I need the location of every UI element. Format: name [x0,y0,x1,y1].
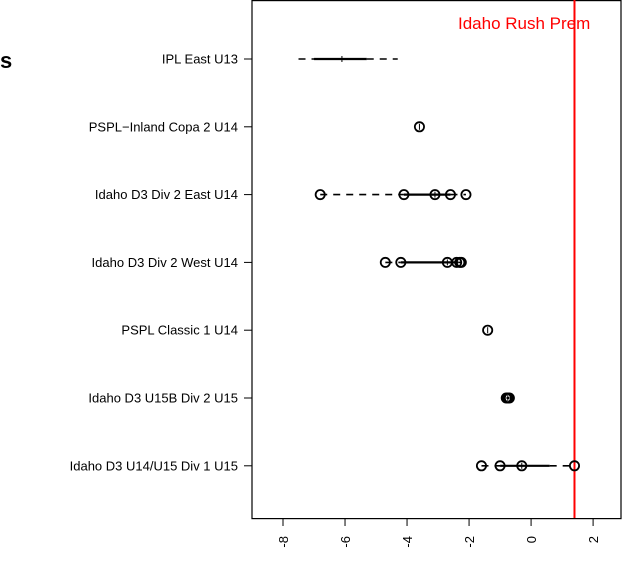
data-point [429,189,441,201]
x-tick-label: -6 [338,536,353,548]
label-clip-mask [622,0,630,40]
data-point [379,256,391,268]
category-label: PSPL Classic 1 U14 [121,323,238,338]
plot-box [251,0,622,520]
data-point [475,460,487,472]
x-tick-label: 2 [586,536,601,543]
data-point [460,189,472,201]
category-label: IPL East U13 [162,52,238,67]
category-label: PSPL−Inland Copa 2 U14 [89,119,238,134]
data-point [516,460,528,472]
data-point [444,189,456,201]
data-point [494,460,506,472]
category-label: Idaho D3 Div 2 West U14 [92,255,238,270]
x-tick-label: -4 [400,536,415,548]
data-point [398,189,410,201]
data-point [395,256,407,268]
data-point [503,392,515,404]
data-point [568,460,580,472]
data-point [451,256,463,268]
x-tick-label: 0 [524,536,539,543]
x-tick-label: -2 [462,536,477,548]
data-point [314,189,326,201]
x-tick-label: -8 [276,536,291,548]
data-point [482,324,494,336]
title-fragment: s [0,48,12,73]
category-label: Idaho D3 U14/U15 Div 1 U15 [70,458,238,473]
data-point [455,256,467,268]
reference-label: Idaho Rush Prem [458,14,590,33]
category-label: Idaho D3 U15B Div 2 U15 [88,391,238,406]
category-label: Idaho D3 Div 2 East U14 [95,187,238,202]
reference-line-group: Idaho Rush Prem [458,0,590,518]
data-point [413,121,425,133]
